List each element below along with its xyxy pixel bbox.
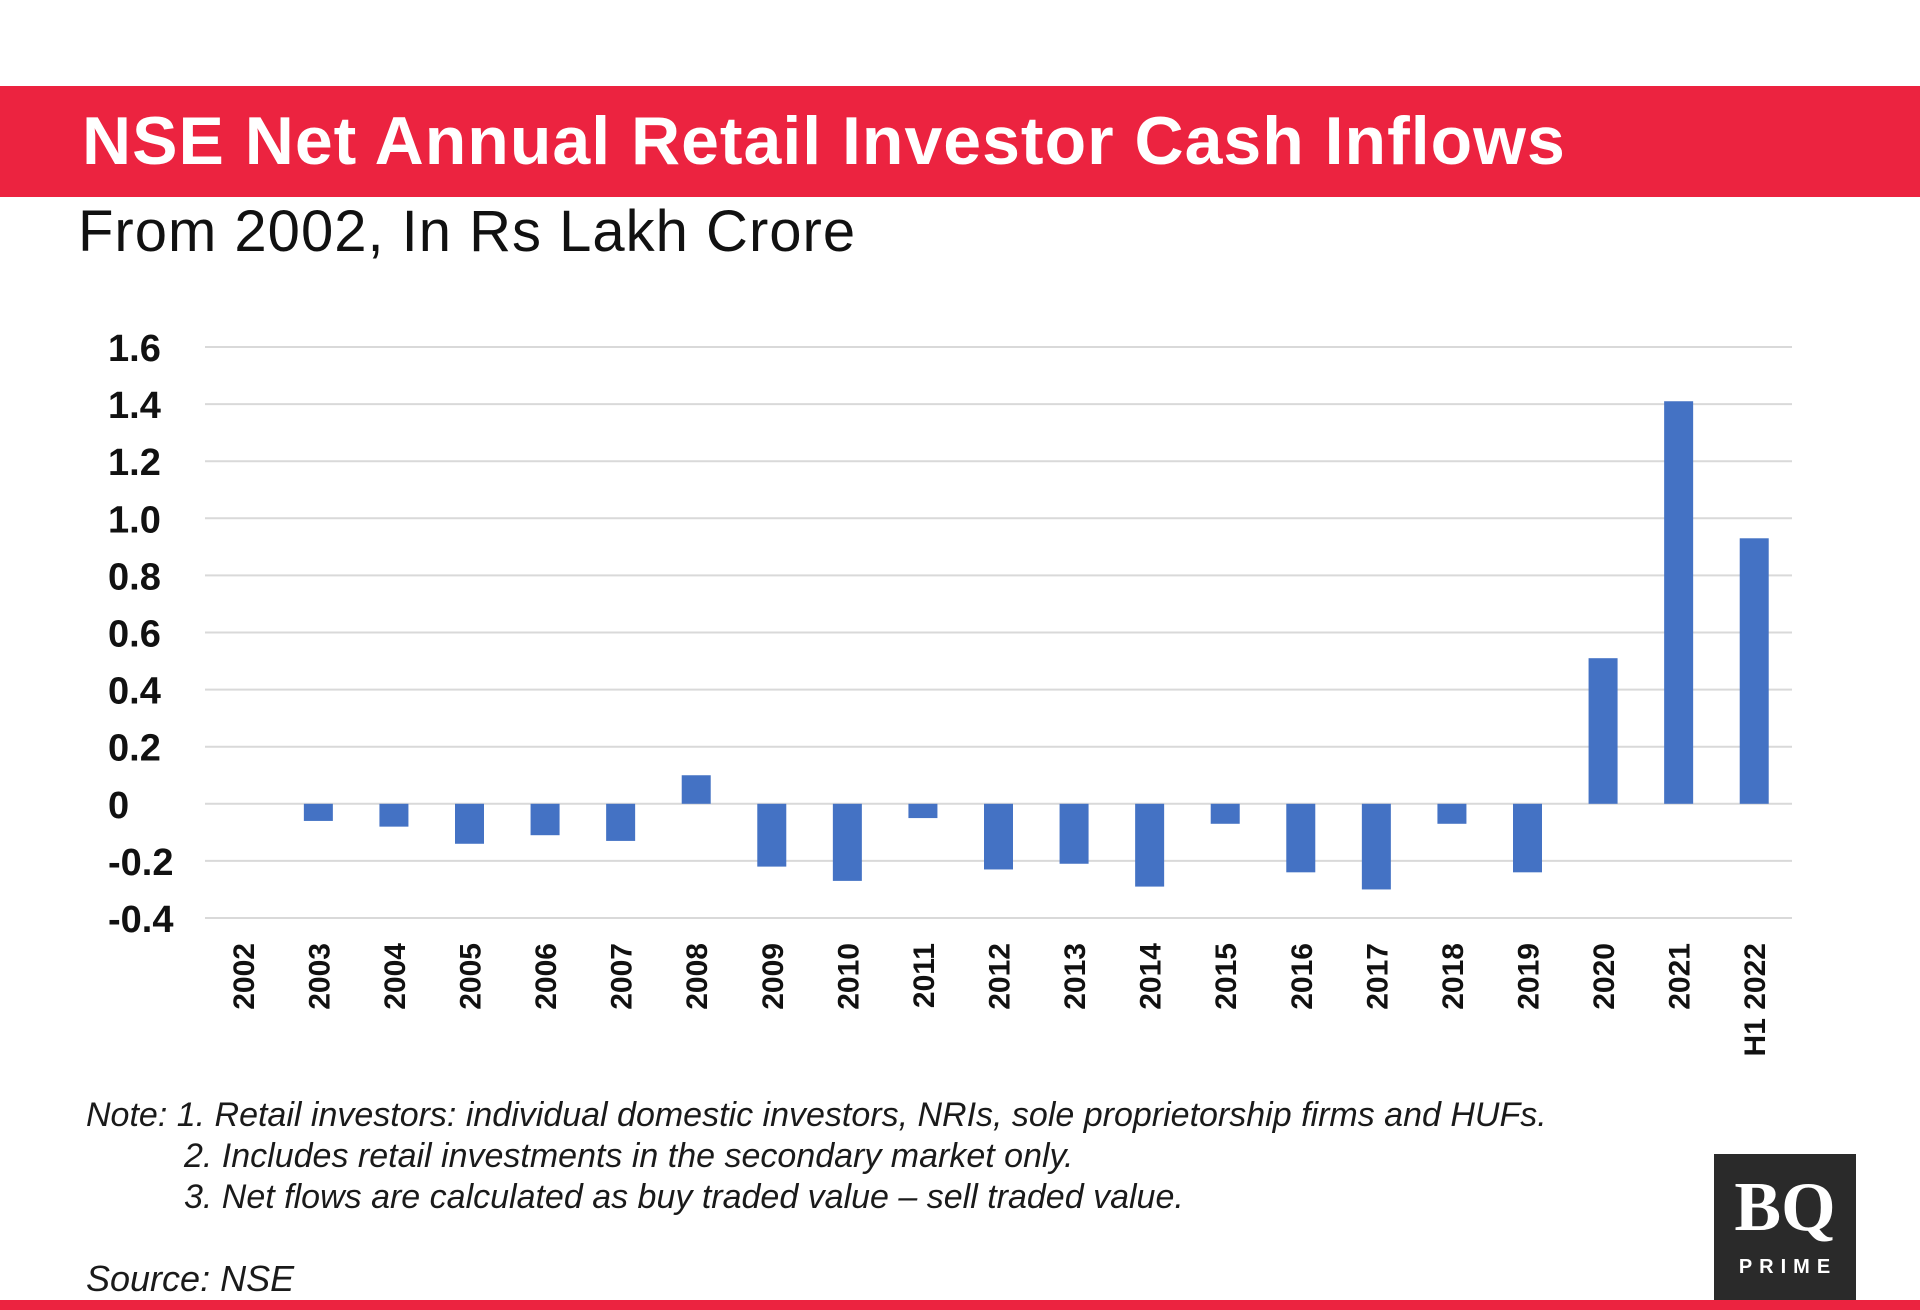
- x-tick-label: 2004: [379, 943, 412, 1010]
- bar-2015: [1210, 803, 1240, 824]
- y-tick-label: 1.2: [108, 442, 161, 484]
- x-tick-label: 2012: [984, 943, 1017, 1010]
- y-tick-label: 0: [108, 785, 129, 827]
- bar-2008: [681, 775, 711, 804]
- bar-chart: 1.61.41.21.00.80.60.40.20-0.2-0.4 2002 20…: [108, 328, 1792, 1057]
- bar-2007: [606, 803, 636, 841]
- bar-h1-2022: [1739, 538, 1769, 804]
- x-tick-label: H1 2022: [1739, 943, 1772, 1056]
- bar-2011: [908, 803, 938, 819]
- chart-title: NSE Net Annual Retail Investor Cash Infl…: [82, 103, 1566, 179]
- x-tick-label: 2011: [908, 943, 941, 1008]
- bar-2018: [1437, 803, 1467, 824]
- x-tick-label: 2008: [681, 943, 714, 1010]
- bar-2019: [1513, 803, 1542, 873]
- bar-2021: [1664, 401, 1694, 804]
- x-tick-label: 2006: [530, 943, 563, 1010]
- x-axis-ticks: 2002 2003 2004 2005 2006 2007 2008 2009 2010 2011…: [228, 943, 1772, 1057]
- note-line-2: 2. Includes retail investments in the se…: [184, 1137, 1074, 1175]
- y-tick-label: 1.0: [108, 499, 161, 541]
- chart-subtitle: From 2002, In Rs Lakh Crore: [78, 199, 857, 264]
- x-tick-label: 2009: [757, 943, 790, 1010]
- bar-2010: [832, 803, 862, 881]
- bar-2013: [1059, 803, 1089, 864]
- x-tick-label: 2002: [228, 943, 261, 1010]
- x-tick-label: 2007: [606, 943, 639, 1010]
- bar-2020: [1588, 658, 1618, 804]
- x-tick-label: 2005: [455, 943, 488, 1010]
- y-tick-label: 0.6: [108, 614, 161, 656]
- x-tick-label: 2010: [832, 943, 865, 1010]
- x-tick-label: 2015: [1210, 943, 1243, 1010]
- logo-sub-text: PRIME: [1738, 1256, 1838, 1278]
- bars: [303, 401, 1769, 890]
- bq-prime-logo: BQ PRIME: [1714, 1154, 1856, 1302]
- y-tick-label: 0.2: [108, 728, 161, 770]
- bar-2009: [757, 803, 787, 867]
- y-tick-label: -0.4: [108, 899, 173, 941]
- x-tick-label: 2013: [1059, 943, 1092, 1010]
- y-tick-label: 1.6: [108, 328, 161, 370]
- note-line-3: 3. Net flows are calculated as buy trade…: [184, 1178, 1184, 1216]
- bar-2005: [455, 803, 484, 844]
- bar-2012: [984, 803, 1013, 870]
- x-tick-label: 2021: [1664, 943, 1697, 1010]
- bar-2003: [303, 803, 333, 821]
- y-tick-label: 1.4: [108, 385, 161, 427]
- x-tick-label: 2014: [1135, 943, 1168, 1010]
- x-tick-label: 2003: [303, 943, 336, 1010]
- y-tick-label: 0.4: [108, 671, 161, 713]
- y-tick-label: 0.8: [108, 556, 161, 598]
- note-line-1: Note: 1. Retail investors: individual do…: [86, 1096, 1547, 1134]
- bottom-bar: [0, 1300, 1920, 1310]
- bar-2017: [1361, 803, 1391, 890]
- x-tick-label: 2020: [1588, 943, 1621, 1010]
- bar-2004: [379, 803, 409, 827]
- y-tick-label: -0.2: [108, 842, 173, 884]
- source-text: Source: NSE: [86, 1258, 295, 1299]
- x-tick-label: 2018: [1437, 943, 1470, 1010]
- logo-main-text: BQ: [1734, 1169, 1836, 1246]
- x-tick-label: 2017: [1361, 943, 1394, 1010]
- bar-2014: [1135, 803, 1165, 887]
- title-bar: NSE Net Annual Retail Investor Cash Infl…: [0, 86, 1920, 197]
- bar-2006: [530, 803, 560, 836]
- x-tick-label: 2016: [1286, 943, 1319, 1010]
- y-axis-ticks: 1.6 1.4 1.2 1.0 0.8 0.6 0.4 0.2 0 -0.2 -0.4: [108, 328, 173, 941]
- x-tick-label: 2019: [1513, 943, 1546, 1010]
- bar-2016: [1286, 803, 1316, 873]
